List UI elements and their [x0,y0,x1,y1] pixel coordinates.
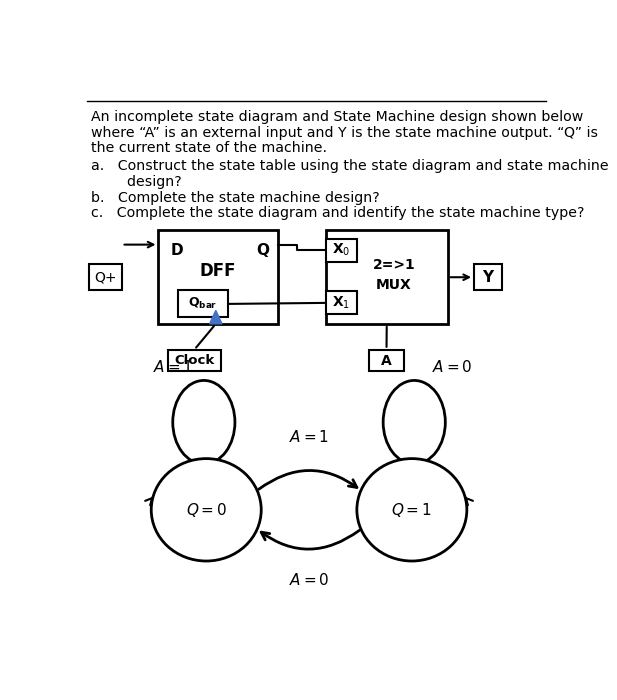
Text: $A = 0$: $A = 0$ [432,359,473,375]
Polygon shape [210,310,222,324]
Bar [159,230,278,324]
Ellipse shape [357,458,467,561]
Ellipse shape [151,458,261,561]
Text: X$_0$: X$_0$ [332,242,350,258]
Text: An incomplete state diagram and State Machine design shown below: An incomplete state diagram and State Ma… [91,110,584,124]
Bar [474,265,502,290]
Bar [178,290,228,317]
Text: Clock: Clock [174,354,214,367]
Text: X$_1$: X$_1$ [333,295,350,311]
Text: Q: Q [257,243,270,258]
Bar [368,350,404,371]
Bar [326,230,448,324]
Text: DFF: DFF [200,262,236,280]
Text: b.   Complete the state machine design?: b. Complete the state machine design? [91,190,380,204]
Text: $A = 0$: $A = 0$ [289,572,329,588]
Text: where “A” is an external input and Y is the state machine output. “Q” is: where “A” is an external input and Y is … [91,125,598,139]
Text: c.   Complete the state diagram and identify the state machine type?: c. Complete the state diagram and identi… [91,206,585,220]
Bar [89,265,122,290]
Text: $A = 1$: $A = 1$ [289,429,329,445]
Text: Y: Y [482,270,494,285]
Text: $A = 1$: $A = 1$ [152,359,193,375]
Text: the current state of the machine.: the current state of the machine. [91,141,328,155]
Text: Q+: Q+ [94,270,117,284]
Text: D: D [170,243,183,258]
Text: $Q = 1$: $Q = 1$ [391,500,433,519]
Text: design?: design? [91,175,182,189]
Text: 2=>1: 2=>1 [373,258,415,272]
Bar [168,350,221,371]
Text: MUX: MUX [376,278,412,292]
Text: Q$_{\mathregular{bar}}$: Q$_{\mathregular{bar}}$ [188,296,217,312]
Text: a.   Construct the state table using the state diagram and state machine: a. Construct the state table using the s… [91,160,609,174]
Text: $Q = 0$: $Q = 0$ [186,500,227,519]
Bar [326,239,357,262]
Bar [326,291,357,314]
Text: A: A [381,354,392,368]
